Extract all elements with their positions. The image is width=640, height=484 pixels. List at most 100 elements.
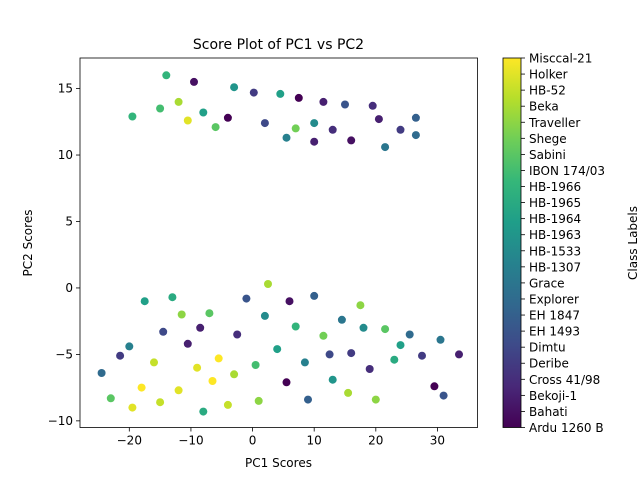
colorbar-tick-label: EH 1847 (529, 309, 580, 323)
data-point (381, 325, 390, 334)
data-point (174, 97, 183, 106)
data-point (214, 354, 223, 363)
data-point (276, 89, 285, 98)
y-tick-label: 5 (65, 214, 73, 228)
data-point (159, 327, 168, 336)
data-point (430, 382, 439, 391)
y-tick-label: 15 (58, 82, 73, 96)
colorbar-tick-label: Beka (529, 100, 559, 114)
colorbar-tick-label: Dimtu (529, 341, 566, 355)
colorbar-tick-label: HB-1533 (529, 244, 581, 258)
plot-frame (79, 57, 478, 428)
data-point (390, 355, 399, 364)
data-point (282, 378, 291, 387)
colorbar-tick-label: Misccal-21 (529, 52, 592, 66)
data-point (273, 345, 282, 354)
colorbar-label: Class Labels (626, 206, 640, 280)
data-point (97, 369, 106, 377)
data-point (359, 323, 368, 332)
colorbar-tick-label: HB-1965 (529, 196, 581, 210)
colorbar-tick-label: HB-1966 (529, 180, 581, 194)
data-point (436, 335, 445, 344)
data-point (211, 123, 220, 132)
data-point (405, 330, 414, 339)
data-point (183, 339, 192, 348)
data-point (174, 386, 183, 395)
data-point (168, 293, 177, 302)
colorbar-tick-label: Holker (529, 68, 568, 82)
data-point (150, 358, 158, 367)
colorbar (502, 57, 522, 428)
y-axis-ticks: −10 −5 0 5 10 15 (48, 82, 80, 428)
colorbar-tick-label: Ardu 1260 B (529, 421, 604, 435)
x-axis-ticks: −20 −10 0 10 20 30 (117, 427, 445, 448)
colorbar-tick-label: Bekoji-1 (529, 389, 577, 403)
colorbar-tick-label: Traveller (528, 116, 580, 130)
data-point (396, 341, 405, 350)
x-tick-label: 30 (430, 434, 445, 448)
data-point (418, 351, 426, 360)
data-point (291, 124, 300, 133)
data-point (205, 309, 214, 318)
data-point (128, 403, 137, 412)
data-point (439, 391, 448, 400)
data-point (128, 112, 137, 121)
data-point (347, 136, 356, 145)
colorbar-tick-label: Bahati (529, 405, 568, 419)
data-point (356, 301, 365, 310)
data-point (196, 323, 205, 332)
data-point (230, 83, 239, 92)
data-point (381, 143, 390, 152)
data-point (411, 113, 420, 122)
data-point (251, 361, 260, 369)
data-point (328, 125, 337, 134)
data-point (264, 280, 272, 288)
data-point (294, 93, 303, 102)
data-point (300, 358, 309, 367)
data-point (223, 400, 232, 409)
data-point (310, 291, 319, 300)
data-point (365, 365, 374, 373)
data-point (341, 100, 349, 109)
data-point (208, 377, 217, 385)
data-point (371, 395, 380, 404)
colorbar-tick-label: Shege (529, 132, 567, 146)
x-tick-label: 0 (249, 434, 257, 448)
data-point (260, 311, 269, 320)
data-point (106, 394, 115, 403)
data-point (193, 363, 202, 372)
data-point (242, 294, 251, 303)
data-point (137, 383, 146, 392)
data-point (260, 119, 269, 128)
data-point (328, 375, 337, 384)
data-point (249, 88, 258, 97)
data-point (304, 395, 312, 404)
data-point (374, 115, 383, 124)
data-point (254, 396, 263, 405)
data-point (162, 71, 171, 80)
data-point (230, 370, 239, 379)
data-point (183, 116, 192, 125)
data-point (285, 297, 294, 306)
data-point (347, 349, 356, 358)
colorbar-tick-label: Explorer (529, 292, 579, 306)
colorbar-tick-label: Cross 41/98 (529, 373, 600, 387)
data-point (233, 330, 242, 339)
x-tick-label: −20 (117, 434, 142, 448)
data-point (140, 297, 149, 306)
y-tick-label: 0 (65, 281, 73, 295)
colorbar-tick-label: Grace (529, 276, 565, 290)
data-point (310, 119, 319, 128)
y-tick-label: 10 (58, 148, 73, 162)
data-point (411, 131, 420, 140)
points-layer (97, 71, 463, 416)
x-axis-label: PC1 Scores (245, 456, 312, 470)
x-tick-label: −10 (178, 434, 203, 448)
data-point (156, 398, 165, 407)
data-point (319, 97, 328, 106)
data-point (199, 108, 208, 117)
data-point (177, 310, 186, 319)
data-point (199, 407, 208, 416)
data-point (190, 77, 198, 86)
